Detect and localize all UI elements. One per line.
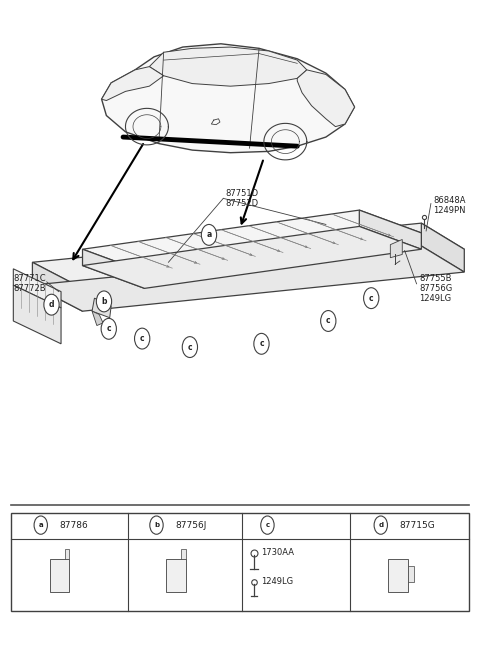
- Text: d: d: [49, 300, 54, 309]
- Circle shape: [44, 294, 59, 315]
- Polygon shape: [388, 559, 408, 591]
- Text: 1249LG: 1249LG: [419, 293, 451, 303]
- Polygon shape: [102, 67, 164, 100]
- Polygon shape: [181, 550, 186, 559]
- Text: a: a: [206, 231, 212, 239]
- Circle shape: [364, 288, 379, 309]
- Polygon shape: [390, 240, 402, 257]
- Circle shape: [321, 310, 336, 331]
- Circle shape: [34, 516, 48, 534]
- Circle shape: [374, 516, 387, 534]
- Polygon shape: [297, 70, 355, 126]
- Text: c: c: [369, 293, 373, 303]
- Polygon shape: [13, 269, 61, 308]
- Polygon shape: [360, 210, 421, 250]
- Text: a: a: [38, 522, 43, 528]
- Text: 87756G: 87756G: [419, 284, 452, 293]
- Text: 87752D: 87752D: [226, 199, 259, 208]
- Polygon shape: [421, 223, 464, 272]
- Text: 1730AA: 1730AA: [262, 548, 294, 557]
- Text: b: b: [101, 297, 107, 306]
- Polygon shape: [50, 559, 70, 591]
- Text: 87771C: 87771C: [13, 274, 46, 283]
- Text: c: c: [326, 316, 331, 326]
- Polygon shape: [83, 227, 421, 288]
- Text: 87756J: 87756J: [176, 521, 207, 530]
- Circle shape: [150, 516, 163, 534]
- Text: 87772B: 87772B: [13, 284, 46, 293]
- Polygon shape: [166, 559, 186, 591]
- Text: 87755B: 87755B: [419, 274, 452, 283]
- Polygon shape: [33, 262, 83, 311]
- Polygon shape: [65, 550, 70, 559]
- Polygon shape: [33, 223, 464, 288]
- Text: b: b: [154, 522, 159, 528]
- Polygon shape: [92, 298, 111, 318]
- Text: 1249PN: 1249PN: [433, 206, 466, 215]
- Circle shape: [201, 225, 216, 246]
- Circle shape: [254, 333, 269, 354]
- Polygon shape: [83, 210, 421, 272]
- Polygon shape: [11, 514, 469, 611]
- Circle shape: [182, 337, 198, 358]
- Polygon shape: [102, 44, 355, 153]
- Text: c: c: [107, 324, 111, 333]
- Text: 86848A: 86848A: [433, 196, 466, 205]
- Text: 87751D: 87751D: [226, 189, 259, 198]
- Polygon shape: [149, 47, 307, 86]
- Circle shape: [101, 318, 116, 339]
- Text: c: c: [188, 343, 192, 352]
- Text: 87786: 87786: [60, 521, 89, 530]
- Polygon shape: [83, 250, 144, 288]
- Text: c: c: [140, 334, 144, 343]
- Text: c: c: [265, 522, 269, 528]
- Text: 87715G: 87715G: [400, 521, 436, 530]
- Polygon shape: [33, 246, 464, 311]
- Text: c: c: [259, 339, 264, 348]
- Text: 1249LG: 1249LG: [262, 577, 294, 586]
- Text: d: d: [378, 522, 384, 528]
- Circle shape: [134, 328, 150, 349]
- Circle shape: [261, 516, 274, 534]
- Polygon shape: [92, 311, 103, 326]
- Polygon shape: [408, 565, 414, 582]
- Polygon shape: [13, 285, 61, 344]
- Circle shape: [96, 291, 112, 312]
